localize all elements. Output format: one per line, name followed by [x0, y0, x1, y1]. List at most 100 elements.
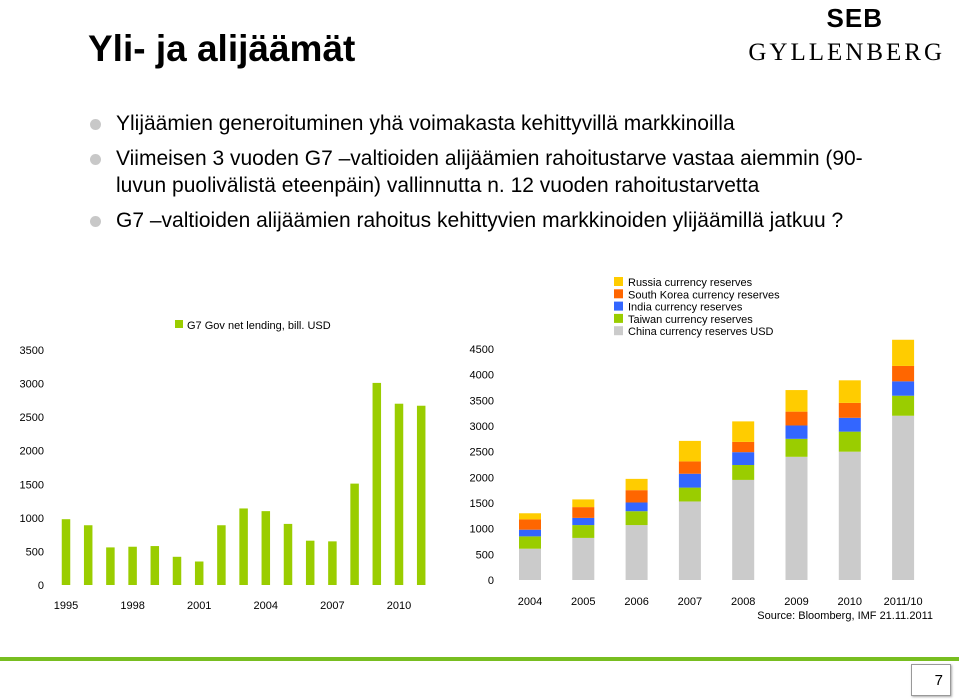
y-tick-label: 3000: [470, 421, 494, 433]
reserve-bar-segment: [838, 451, 861, 580]
bullet-dot-icon: [90, 154, 101, 165]
x-tick-label: 2010: [838, 596, 862, 608]
y-tick-label: 0: [488, 575, 494, 587]
legend-swatch-g7: [175, 320, 183, 328]
reserve-bar-segment: [678, 487, 701, 502]
x-tick-label: 2004: [518, 596, 542, 608]
y-tick-label: 4000: [470, 370, 494, 382]
g7-bar: [239, 508, 248, 585]
reserve-bar-segment: [572, 507, 595, 518]
reserve-bar-segment: [625, 525, 648, 580]
g7-bar: [372, 382, 382, 585]
x-tick-label: 2001: [187, 600, 211, 612]
reserve-bar-segment: [625, 490, 648, 503]
y-tick-label: 2500: [20, 412, 44, 424]
x-tick-label: 1995: [54, 600, 78, 612]
legend-label: India currency reserves: [628, 302, 743, 314]
reserve-bar-segment: [838, 380, 861, 403]
reserve-bar-segment: [838, 402, 861, 418]
page-number-box: [911, 664, 951, 696]
y-tick-label: 1000: [20, 513, 44, 525]
g7-bar: [106, 547, 115, 585]
reserve-bar-segment: [625, 478, 648, 491]
y-tick-label: 4500: [470, 344, 494, 356]
reserve-bar-segment: [519, 548, 541, 580]
x-tick-label: 2010: [387, 600, 411, 612]
x-tick-label: 2009: [784, 596, 808, 608]
reserve-bar-segment: [519, 513, 541, 520]
x-tick-label: 2008: [731, 596, 755, 608]
reserve-bar-segment: [572, 499, 595, 508]
bullet-list: Ylijäämien generoituminen yhä voimakasta…: [88, 110, 888, 242]
reserve-bar-segment: [892, 365, 915, 382]
reserve-bar-segment: [892, 339, 915, 366]
legend-label: Taiwan currency reserves: [628, 314, 753, 326]
reserve-bar-segment: [785, 456, 808, 580]
legend-swatch: [614, 301, 623, 311]
x-tick-label: 2005: [571, 596, 595, 608]
g7-bar: [217, 525, 226, 585]
g7-bar: [350, 483, 359, 585]
reserve-bar-segment: [625, 511, 648, 526]
legend-label: China currency reserves USD: [628, 326, 774, 338]
g7-bar: [150, 546, 160, 585]
y-tick-label: 3500: [20, 345, 44, 357]
x-tick-label: 1998: [120, 600, 144, 612]
legend-swatch: [614, 277, 623, 286]
y-tick-label: 3500: [470, 395, 494, 407]
y-tick-label: 500: [26, 546, 44, 558]
reserve-bar-segment: [519, 529, 541, 537]
reserve-bar-segment: [519, 536, 541, 549]
logo-brand: SEB: [826, 3, 883, 33]
y-tick-label: 3000: [20, 379, 44, 391]
footer-rule: [0, 657, 959, 661]
legend-swatch: [614, 313, 623, 323]
reserve-bar-segment: [892, 395, 915, 416]
page-title: Yli- ja alijäämät: [88, 28, 356, 69]
bullet-dot-icon: [90, 119, 101, 130]
legend-swatch: [614, 289, 623, 299]
bullet-text: G7 –valtioiden alijäämien rahoitus kehit…: [116, 209, 844, 232]
legend-swatch: [614, 326, 623, 336]
source-note: Source: Bloomberg, IMF 21.11.2011: [757, 610, 933, 622]
reserve-bar-segment: [785, 411, 808, 426]
reserve-bar-segment: [732, 479, 755, 580]
reserve-bar-segment: [785, 438, 808, 457]
legend-label: South Korea currency reserves: [628, 289, 780, 301]
legend-label-g7: G7 Gov net lending, bill. USD: [187, 320, 331, 332]
g7-bar: [394, 403, 404, 585]
reserve-bar-segment: [572, 525, 595, 538]
reserve-bar-segment: [625, 502, 648, 512]
g7-bar: [61, 519, 71, 585]
reserve-bar-segment: [838, 431, 861, 452]
bullet-item: Ylijäämien generoituminen yhä voimakasta…: [88, 110, 888, 137]
logo-name: GYLLENBERG: [748, 39, 945, 66]
seb-gyllenberg-logo: SEB GYLLENBERG: [745, 3, 945, 66]
legend-label: Russia currency reserves: [628, 277, 753, 289]
g7-bar: [305, 540, 315, 585]
y-tick-label: 500: [476, 549, 494, 561]
g7-bar: [416, 405, 426, 585]
g7-bar: [328, 541, 337, 585]
g7-bar: [261, 511, 271, 585]
reserve-bar-segment: [785, 425, 808, 439]
bullet-text: Viimeisen 3 vuoden G7 –valtioiden alijää…: [116, 147, 863, 197]
g7-bar: [172, 556, 182, 585]
g7-bar: [194, 561, 204, 585]
page-number: 7: [934, 672, 943, 689]
y-tick-label: 2500: [470, 447, 494, 459]
x-tick-label: 2004: [254, 600, 278, 612]
reserve-bar-segment: [678, 501, 701, 580]
g7-bar: [283, 523, 293, 585]
x-tick-label: 2011/10: [884, 596, 923, 608]
y-tick-label: 1500: [20, 479, 44, 491]
x-tick-label: 2007: [320, 600, 344, 612]
reserve-bar-segment: [678, 440, 701, 462]
y-tick-label: 2000: [470, 472, 494, 484]
reserve-bar-segment: [732, 421, 755, 442]
bullet-item: Viimeisen 3 vuoden G7 –valtioiden alijää…: [88, 145, 888, 199]
reserve-bar-segment: [519, 519, 541, 530]
reserve-bar-segment: [678, 473, 701, 488]
y-tick-label: 1000: [470, 524, 494, 536]
